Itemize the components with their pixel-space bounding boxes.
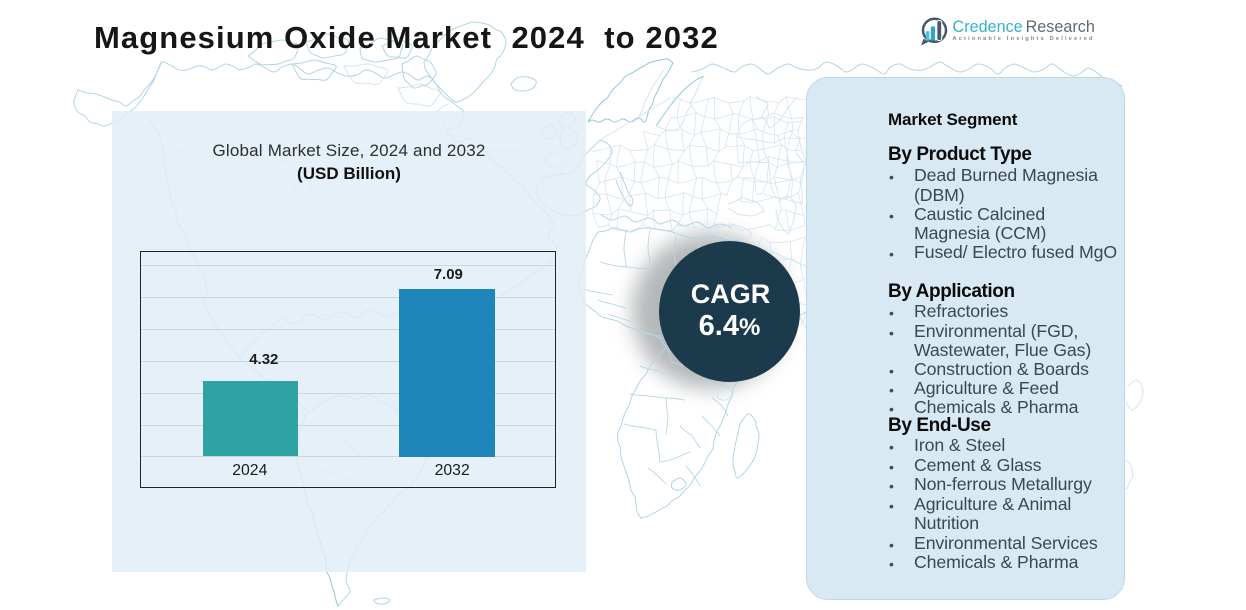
- svg-text:Actionable Insights Delivered: Actionable Insights Delivered: [953, 36, 1095, 42]
- svg-text:Research: Research: [1026, 18, 1095, 36]
- svg-text:Credence: Credence: [953, 18, 1023, 36]
